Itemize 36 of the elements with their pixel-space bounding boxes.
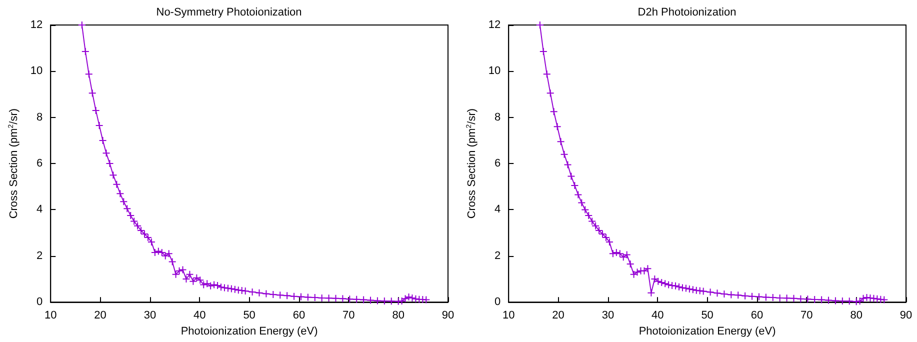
y-tick-label: 0 [36,296,43,308]
x-tick-label: 30 [602,310,614,322]
x-tick-label: 60 [292,310,306,322]
x-tick-label: 70 [800,310,813,322]
y-tick-label: 8 [36,111,43,124]
x-tick-label: 10 [44,310,57,322]
x-tick-label: 50 [701,310,714,322]
x-tick-label: 70 [342,310,355,322]
y-tick-label: 10 [30,65,43,78]
y-tick-label: 12 [30,19,43,31]
y-tick-label: 4 [494,204,501,216]
y-tick-label: 0 [494,296,501,308]
y-tick-label: 12 [488,19,501,31]
x-axis-title: Photoionization Energy (eV) [180,326,318,338]
x-tick-label: 40 [194,310,206,322]
x-tick-label: 80 [850,310,862,322]
x-tick-label: 40 [652,310,664,322]
x-tick-label: 80 [392,310,404,322]
y-tick-label: 6 [36,158,43,170]
y-tick-label: 10 [488,65,501,78]
x-tick-label: 20 [552,310,564,322]
y-tick-label: 4 [36,204,43,216]
y-tick-label: 2 [494,250,501,262]
y-tick-label: 2 [36,250,43,262]
y-tick-label: 8 [494,111,501,124]
x-tick-label: 90 [442,310,454,322]
x-tick-label: 10 [502,310,515,322]
x-tick-label: 90 [900,310,912,322]
y-tick-label: 6 [494,158,501,170]
chart-title: D2h Photoionization [638,6,736,18]
x-tick-label: 60 [750,310,764,322]
x-tick-label: 20 [94,310,106,322]
chart-title: No-Symmetry Photoionization [156,6,302,18]
x-tick-label: 30 [144,310,156,322]
x-axis-title: Photoionization Energy (eV) [638,326,776,338]
x-tick-label: 50 [243,310,256,322]
